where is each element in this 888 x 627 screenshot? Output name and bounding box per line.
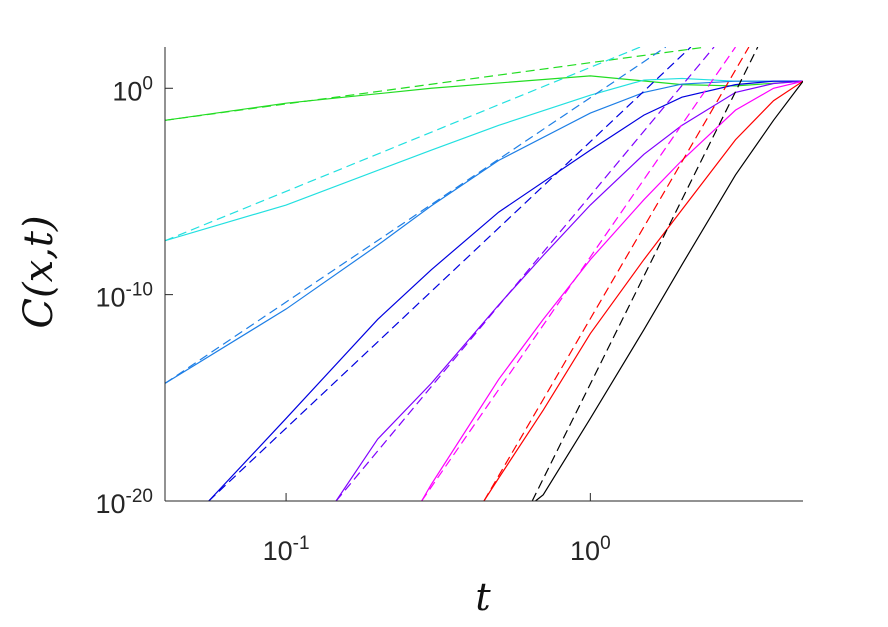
series-line: [421, 80, 803, 501]
series-line: [535, 80, 803, 501]
y-tick-label: 10-10: [95, 280, 153, 313]
x-tick-label: 10-1: [263, 533, 310, 566]
series-line: [165, 77, 803, 242]
series-line: [335, 47, 715, 501]
x-axis-title: t: [475, 575, 491, 619]
series-line: [208, 80, 803, 501]
plot-area: [165, 47, 803, 501]
series-line: [165, 47, 641, 242]
series-line: [335, 80, 803, 501]
y-tick-label: 10-20: [95, 486, 153, 519]
series-line: [165, 47, 707, 121]
y-axis-title: C(x,t): [16, 215, 62, 328]
series-line: [483, 80, 803, 501]
series-line: [531, 47, 759, 501]
series-line: [421, 47, 736, 501]
x-tick-label: 100: [570, 533, 611, 566]
y-tick-label: 100: [112, 73, 153, 106]
series-line: [208, 47, 692, 501]
series-line: [165, 75, 803, 121]
series-line: [165, 80, 803, 384]
series-line: [165, 47, 667, 384]
series-line: [483, 47, 750, 501]
